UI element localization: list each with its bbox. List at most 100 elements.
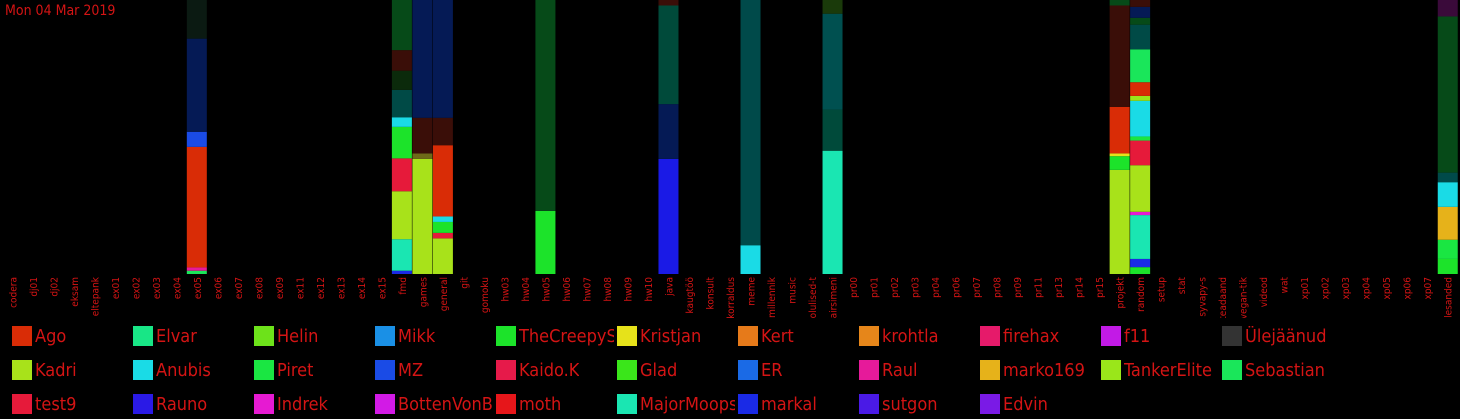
x-tick-label: pr02	[890, 277, 901, 298]
legend-item: ER	[738, 358, 782, 382]
legend-label: Anubis	[156, 359, 211, 381]
bar-segment-general	[432, 145, 453, 217]
legend-label: sutgon	[882, 393, 938, 415]
bar-segment-java	[658, 0, 679, 6]
bar-segment-ülesanded	[1437, 239, 1458, 259]
legend-item: Kert	[738, 324, 794, 348]
bar-segment-pairsimeni	[822, 13, 843, 110]
legend-item: Kristjan	[617, 324, 701, 348]
legend-item: marko169	[980, 358, 1085, 382]
x-tick-label: projekt	[1116, 277, 1127, 309]
legend-swatch	[496, 326, 516, 346]
legend-label: markal	[761, 393, 817, 415]
bar-segment-ex05	[186, 146, 207, 268]
legend-item: test9	[12, 392, 76, 416]
x-tick-label: general	[439, 277, 450, 311]
x-tick-label: ex11	[295, 277, 306, 299]
stacked-bar-chart: codera dj01 dj02 eksam eltepank ex01 ex02 ex03 e…	[8, 0, 1458, 318]
legend-swatch	[375, 360, 395, 380]
bar-segment-fmd	[391, 89, 412, 118]
legend-swatch	[980, 326, 1000, 346]
bar-segment-random	[1130, 165, 1151, 212]
legend-label: Ülejäänud	[1245, 325, 1327, 347]
legend-label: firehax	[1003, 325, 1060, 347]
legend-item: markal	[738, 392, 817, 416]
legend-label: Kadri	[35, 359, 77, 381]
bar-segment-ex05	[186, 267, 207, 271]
bar-segment-general	[432, 117, 453, 146]
legend-label: krohtla	[882, 325, 939, 347]
legend-item: Helin	[254, 324, 318, 348]
x-tick-label: hw03	[500, 277, 511, 302]
legend-item: MZ	[375, 358, 423, 382]
x-tick-label: xp02	[1321, 277, 1332, 299]
x-tick-label: pr15	[1095, 277, 1106, 298]
legend-swatch	[496, 360, 516, 380]
x-tick-label: pr06	[952, 277, 963, 298]
x-tick-label: pr14	[1075, 277, 1086, 298]
legend-item: Ago	[12, 324, 66, 348]
legend-swatch	[12, 326, 32, 346]
legend-swatch	[1222, 326, 1242, 346]
legend-swatch	[254, 326, 274, 346]
bar-segment-general	[432, 221, 453, 233]
legend-swatch	[133, 360, 153, 380]
x-tick-label: kaugtöö	[685, 277, 696, 314]
x-tick-label: xp03	[1341, 277, 1352, 299]
legend-item: firehax	[980, 324, 1059, 348]
legend-label: TheCreepySheep	[519, 325, 614, 347]
legend-swatch	[738, 394, 758, 414]
bar-segment-random	[1130, 82, 1151, 96]
x-tick-label: codera	[8, 277, 19, 308]
x-tick-label: pr00	[849, 277, 860, 298]
x-tick-label: hw06	[562, 277, 573, 302]
x-tick-label: hw04	[521, 277, 532, 302]
bar-segment-pairsimeni	[822, 150, 843, 274]
x-tick-label: ex09	[275, 277, 286, 299]
x-tick-label: stat	[1177, 277, 1188, 295]
legend-item: Kadri	[12, 358, 77, 382]
x-tick-label: meme	[747, 277, 758, 306]
bar-segment-ülesanded	[1437, 172, 1458, 183]
x-tick-label: ex12	[316, 277, 327, 299]
legend-item: TankerElite	[1101, 358, 1212, 382]
legend-label: test9	[35, 393, 77, 415]
legend-label: Indrek	[277, 393, 328, 415]
x-tick-label: pr11	[1034, 277, 1045, 298]
bar-segment-ex05	[186, 38, 207, 132]
bar-segment-fmd	[391, 70, 412, 90]
bar-segment-fmd	[391, 239, 412, 271]
bar-segment-random	[1130, 24, 1151, 50]
x-tick-label: xp06	[1403, 277, 1414, 300]
x-tick-label: syvapy-s	[1198, 277, 1209, 317]
x-tick-label: teadaand	[1218, 277, 1229, 318]
x-tick-label: eltepank	[90, 276, 101, 316]
legend-swatch	[617, 326, 637, 346]
x-tick-label: dj02	[49, 277, 60, 297]
bar-segment-ülesanded	[1437, 16, 1458, 173]
x-tick-label: wat	[1280, 277, 1291, 294]
bar-segment-ülesanded	[1437, 182, 1458, 207]
x-tick-label: pr09	[1013, 277, 1024, 298]
x-tick-label: ülesanded	[1444, 277, 1455, 318]
legend-label: Elvar	[156, 325, 197, 347]
bar-segment-random	[1130, 100, 1151, 137]
bar-segment-ex05	[186, 0, 207, 39]
legend-item: Rauno	[133, 392, 207, 416]
x-tick-label: korraldus	[726, 277, 737, 318]
legend-label: f11	[1124, 325, 1151, 347]
bar-segment-meme	[740, 245, 761, 274]
bar-segment-random	[1130, 95, 1151, 101]
x-tick-label: ex03	[152, 277, 163, 299]
x-tick-label: ex04	[172, 277, 183, 299]
x-tick-label: ex07	[234, 277, 245, 299]
legend-swatch	[254, 394, 274, 414]
legend-swatch	[617, 394, 637, 414]
x-tick-label: ex14	[357, 277, 368, 299]
legend-item: moth	[496, 392, 561, 416]
x-tick-label: vegan-tik	[1239, 276, 1250, 318]
bar-segment-random	[1130, 0, 1151, 7]
x-tick-label: dj01	[29, 277, 40, 297]
legend-label: Mikk	[398, 325, 436, 347]
bar-segment-fmd	[391, 126, 412, 159]
